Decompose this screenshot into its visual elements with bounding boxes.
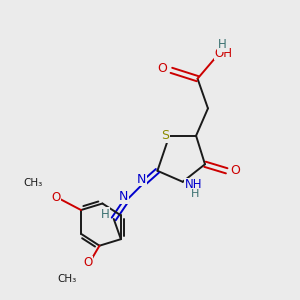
Text: O: O (230, 164, 240, 177)
Text: O: O (158, 62, 167, 75)
Text: S: S (161, 129, 169, 142)
Text: N: N (119, 190, 128, 203)
Text: H: H (100, 208, 109, 221)
Text: CH₃: CH₃ (24, 178, 43, 188)
Text: OH: OH (215, 46, 233, 60)
Text: O: O (51, 191, 60, 204)
Text: O: O (83, 256, 92, 269)
Text: H: H (218, 38, 226, 51)
Text: NH: NH (184, 178, 202, 191)
Text: H: H (191, 189, 200, 199)
Text: N: N (137, 172, 146, 186)
Text: CH₃: CH₃ (57, 274, 76, 284)
